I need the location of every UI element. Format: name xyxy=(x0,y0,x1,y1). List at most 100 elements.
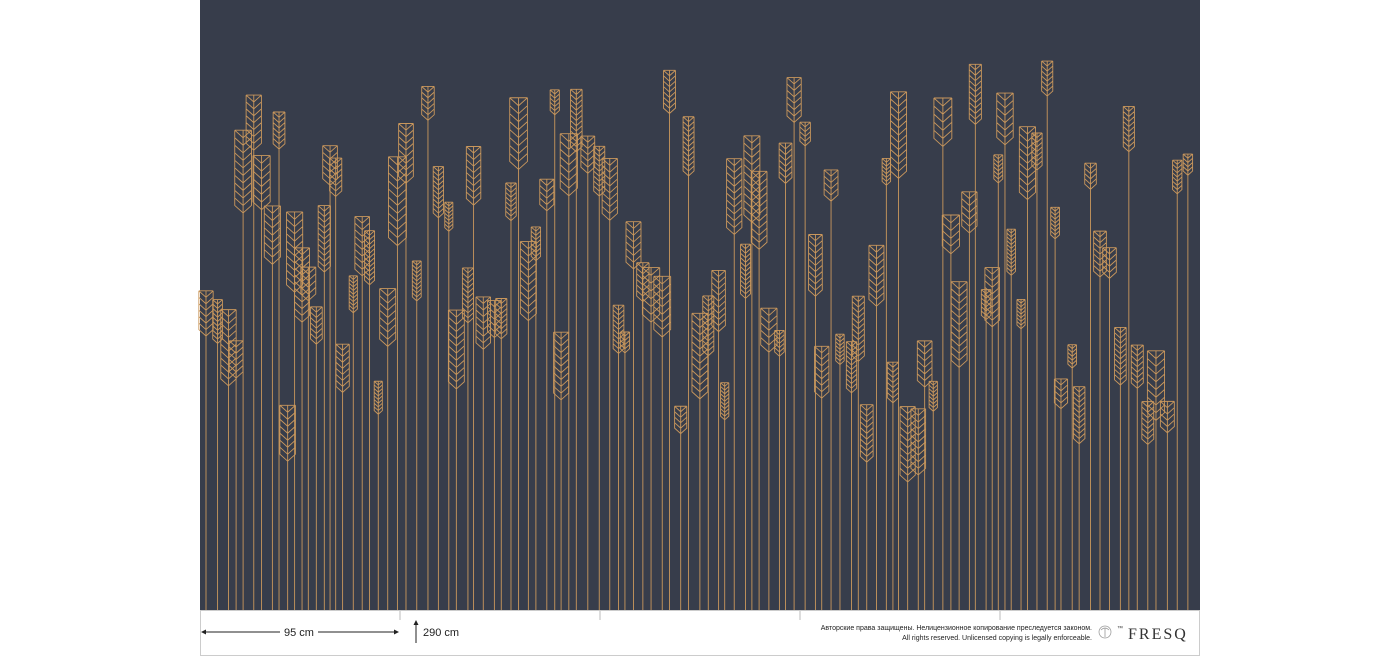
wheat-pattern xyxy=(198,60,1194,610)
wheat-stalk xyxy=(916,340,933,610)
wheat-stalk xyxy=(774,329,785,610)
wheat-stalk xyxy=(309,306,323,610)
wheat-stalk xyxy=(786,77,802,610)
wheat-stalk xyxy=(814,345,830,610)
wheat-stalk xyxy=(720,382,730,610)
wheat-stalk xyxy=(996,92,1014,610)
wheat-stalk xyxy=(530,226,542,610)
wheat-stalk xyxy=(212,299,223,610)
brand-name: FRESQ xyxy=(1128,626,1188,643)
wheat-stalk xyxy=(348,275,358,610)
wheat-stalk xyxy=(364,230,376,610)
wheat-stalk xyxy=(1159,400,1175,610)
wheat-stalk xyxy=(653,275,672,610)
wheat-stalk xyxy=(300,266,317,610)
copyright-ru: Авторские права защищены. Нелицензионное… xyxy=(821,625,1092,632)
wheat-stalk xyxy=(625,221,642,610)
wheat-stalk xyxy=(411,260,422,610)
wheat-stalk xyxy=(509,97,528,610)
height-label: 290 cm xyxy=(423,627,459,639)
wheat-stalk xyxy=(993,154,1004,610)
wheat-stalk xyxy=(984,267,1000,610)
wheat-stalk xyxy=(252,155,271,610)
wheat-stalk xyxy=(835,333,845,610)
wheat-stalk xyxy=(1102,247,1117,610)
wheat-stalk xyxy=(263,205,281,610)
wheat-stalk xyxy=(663,69,676,610)
wheat-stalk xyxy=(234,129,252,610)
wheat-stalk xyxy=(432,166,445,610)
footer xyxy=(200,610,1200,656)
wheat-stalk xyxy=(549,89,560,610)
wheat-stalk xyxy=(245,94,262,610)
wheat-stalk xyxy=(279,404,296,610)
wheat-stalk xyxy=(711,269,726,610)
wheat-stalk xyxy=(505,182,517,610)
wheat-stalk xyxy=(910,408,927,610)
wheat-stalk xyxy=(612,304,625,610)
wheat-stalk xyxy=(1146,350,1166,610)
wheat-stalk xyxy=(619,331,631,610)
wheat-stalk xyxy=(475,296,492,610)
wheat-stalk xyxy=(1093,230,1107,610)
wheat-stalk xyxy=(1122,106,1135,610)
trademark: ™ xyxy=(1117,625,1123,632)
width-arrow xyxy=(201,629,399,635)
wheat-stalk xyxy=(823,169,839,610)
wheat-stalk xyxy=(495,298,508,610)
wheat-stalk xyxy=(808,234,823,610)
wheat-stalk xyxy=(933,97,953,610)
wheat-stalk xyxy=(968,63,982,610)
wheat-stalk xyxy=(354,216,370,610)
wheat-stalk xyxy=(1141,401,1155,610)
wheat-stalk xyxy=(950,281,968,610)
wheat-stalk xyxy=(335,343,350,610)
arrow-head xyxy=(413,620,419,625)
arrow-head xyxy=(394,629,399,635)
wheat-stalk xyxy=(890,91,908,610)
wheat-stalk xyxy=(1050,206,1060,610)
wheat-stalk xyxy=(726,158,743,610)
wheat-stalk xyxy=(465,146,482,610)
wheat-stalk xyxy=(740,243,752,610)
section-marks xyxy=(399,611,1001,620)
emblem-circle xyxy=(1098,625,1112,639)
wheat-stalk xyxy=(859,404,874,610)
copyright-en: All rights reserved. Unlicensed copying … xyxy=(902,635,1092,642)
wheat-stalk xyxy=(1031,132,1043,610)
wheat-stalk xyxy=(778,142,793,610)
wheat-stalk xyxy=(1130,344,1144,610)
wheat-stalk xyxy=(444,201,454,610)
wheat-stalk xyxy=(1182,153,1194,610)
wheat-stalk xyxy=(641,267,661,610)
wheat-stalk xyxy=(421,86,435,610)
wheat-stalk xyxy=(1016,299,1026,610)
wheat-stalk xyxy=(539,178,555,610)
wheat-stalk xyxy=(1114,327,1127,610)
wheat-stalk xyxy=(961,191,978,610)
wheat-stalk xyxy=(559,133,578,610)
wheat-stalk xyxy=(519,241,537,610)
wheat-stalk xyxy=(1067,344,1077,610)
wheat-stalk xyxy=(851,295,865,610)
wheat-stalk xyxy=(198,290,214,610)
wheat-stalk xyxy=(899,406,916,610)
height-arrow xyxy=(413,620,419,643)
wheat-stalk xyxy=(799,121,811,610)
emblem xyxy=(1098,625,1112,639)
wheat-stalk xyxy=(447,309,465,610)
wheat-stalk xyxy=(928,380,938,610)
wheat-stalk xyxy=(379,288,397,610)
wheat-stalk xyxy=(1006,228,1016,610)
wheat-stalk xyxy=(1072,386,1086,610)
wheat-stalk xyxy=(373,380,383,610)
wheat-stalk xyxy=(1053,378,1069,610)
wheat-stalk xyxy=(941,214,960,610)
wheat-stalk xyxy=(868,244,885,610)
wheat-stalk xyxy=(980,289,992,610)
wheat-stalk xyxy=(750,170,768,610)
wheat-stalk xyxy=(682,116,695,610)
wheat-stalk xyxy=(1172,159,1183,610)
emblem-bird xyxy=(1100,627,1110,637)
